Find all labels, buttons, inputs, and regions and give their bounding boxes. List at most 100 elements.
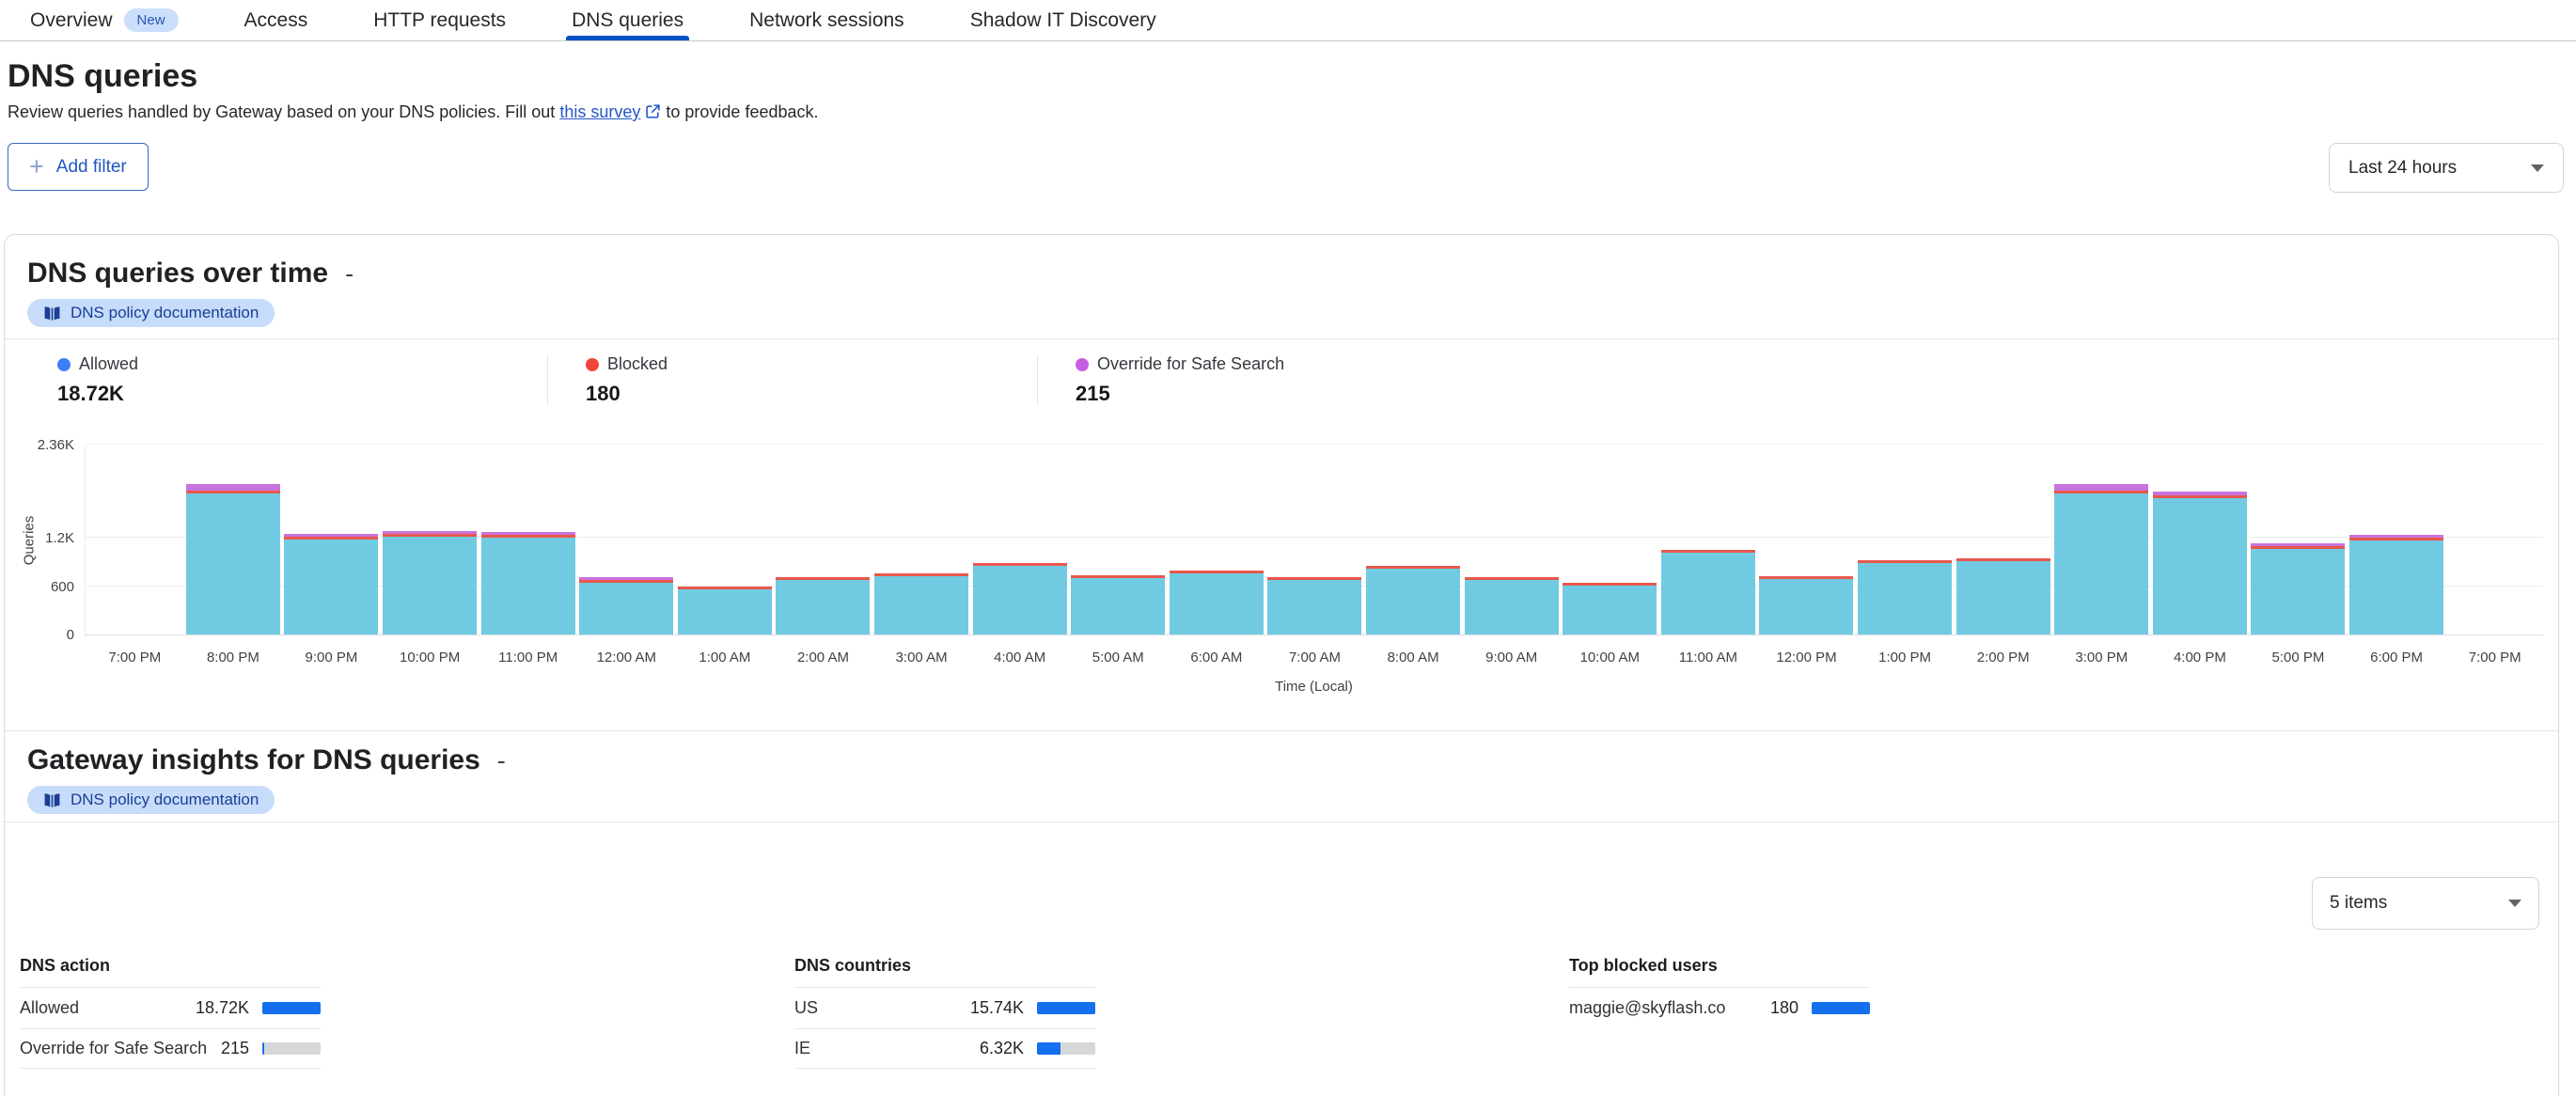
- row-bar: [262, 1042, 321, 1055]
- bar-segment-override: [2251, 543, 2346, 547]
- chevron-down-icon: [2531, 164, 2544, 172]
- bar-segment-blocked: [1071, 575, 1166, 579]
- table-row[interactable]: maggie@skyflash.co 180: [1569, 988, 1870, 1028]
- bar-slot[interactable]: [577, 445, 676, 634]
- bar-segment-allowed: [2349, 540, 2444, 634]
- bar-slot[interactable]: [381, 445, 479, 634]
- bar-slot[interactable]: [2348, 445, 2446, 634]
- row-label: maggie@skyflash.co: [1569, 998, 1726, 1017]
- collapse-toggle[interactable]: -: [345, 258, 354, 288]
- bar-slot[interactable]: [872, 445, 971, 634]
- x-axis-tick: 12:00 PM: [1776, 650, 1837, 665]
- filter-controls: + Add filter Last 24 hours: [8, 143, 2564, 193]
- legend-item-blocked[interactable]: Blocked 180: [547, 354, 1037, 406]
- gridline: [86, 537, 2543, 539]
- table-header: DNS countries: [794, 956, 1095, 988]
- book-icon: [44, 792, 60, 807]
- bar-slot[interactable]: [1069, 445, 1168, 634]
- y-axis-tick: 0: [66, 627, 74, 643]
- tab-access[interactable]: Access: [244, 0, 308, 40]
- bar-segment-allowed: [1267, 579, 1362, 634]
- bar-segment-blocked: [2152, 494, 2247, 498]
- bar-segment-allowed: [1366, 568, 1461, 634]
- x-axis-tick: 4:00 AM: [994, 650, 1046, 665]
- bar-slot[interactable]: [282, 445, 381, 634]
- bar-slot[interactable]: [774, 445, 872, 634]
- bar-slot[interactable]: [1561, 445, 1659, 634]
- bar-slot[interactable]: [1659, 445, 1758, 634]
- bar-slot[interactable]: [1168, 445, 1266, 634]
- bar-segment-blocked: [579, 579, 674, 583]
- bar-segment-override: [2054, 483, 2149, 491]
- collapse-toggle[interactable]: -: [496, 745, 506, 775]
- bar-segment-blocked: [1563, 583, 1657, 587]
- row-bar-fill: [1037, 1002, 1095, 1014]
- table-row[interactable]: US 15.74K: [794, 988, 1095, 1028]
- bar-segment-override: [2349, 534, 2444, 538]
- bar-slot[interactable]: [970, 445, 1069, 634]
- bar-slot[interactable]: [2052, 445, 2151, 634]
- y-axis-tick: 2.36K: [37, 437, 74, 453]
- bar-slot[interactable]: [86, 445, 184, 634]
- survey-link[interactable]: this survey: [559, 102, 641, 121]
- x-axis-tick: 7:00 AM: [1288, 650, 1341, 665]
- bar-slot[interactable]: [2445, 445, 2544, 634]
- stacked-bar: [2251, 543, 2346, 634]
- bar-slot[interactable]: [1364, 445, 1463, 634]
- bar-slot[interactable]: [1757, 445, 1856, 634]
- bar-segment-allowed: [1759, 579, 1854, 634]
- x-axis-tick: 5:00 AM: [1092, 650, 1144, 665]
- tab-bar: Overview New Access HTTP requests DNS querie…: [0, 0, 2576, 41]
- insight-tables: DNS action Allowed 18.72K Override for Safe…: [20, 956, 2558, 1069]
- bar-segment-blocked: [1858, 560, 1953, 564]
- bar-slot[interactable]: [479, 445, 577, 634]
- dns-policy-doc-link[interactable]: DNS policy documentation: [27, 299, 275, 327]
- bar-slot[interactable]: [184, 445, 283, 634]
- bar-slot[interactable]: [2151, 445, 2250, 634]
- time-range-select[interactable]: Last 24 hours: [2329, 143, 2564, 193]
- bar-segment-blocked: [383, 534, 478, 538]
- insights-header: Gateway insights for DNS queries - DNS p…: [5, 731, 2558, 822]
- bar-slot[interactable]: [1462, 445, 1561, 634]
- bar-segment-blocked: [1267, 576, 1362, 580]
- dns-policy-doc-link[interactable]: DNS policy documentation: [27, 786, 275, 814]
- tab-label: Access: [243, 8, 308, 31]
- legend-item-allowed[interactable]: Allowed 18.72K: [57, 354, 547, 406]
- x-axis-tick: 10:00 AM: [1579, 650, 1640, 665]
- stacked-bar: [1956, 558, 2050, 634]
- tab-shadow-it-discovery[interactable]: Shadow IT Discovery: [970, 0, 1156, 40]
- tab-network-sessions[interactable]: Network sessions: [749, 0, 904, 40]
- table-row[interactable]: IE 6.32K: [794, 1028, 1095, 1069]
- bar-slot[interactable]: [1265, 445, 1364, 634]
- doc-badge-label: DNS policy documentation: [71, 304, 259, 321]
- bar-segment-override: [2152, 491, 2247, 495]
- items-count-value: 5 items: [2330, 893, 2388, 913]
- chart-legend: Allowed 18.72K Blocked 180 Override for Safe…: [5, 354, 2558, 406]
- bar-segment-blocked: [1366, 565, 1461, 569]
- x-axis-tick: 1:00 AM: [699, 650, 751, 665]
- table-row[interactable]: Override for Safe Search 215: [20, 1028, 321, 1069]
- bar-segment-blocked: [1660, 550, 1755, 554]
- bar-segment-allowed: [677, 588, 772, 634]
- tab-overview[interactable]: Overview New: [30, 0, 179, 40]
- stacked-bar: [1366, 565, 1461, 634]
- bar-segment-allowed: [1464, 579, 1559, 634]
- tab-dns-queries[interactable]: DNS queries: [566, 0, 690, 40]
- table-row[interactable]: Allowed 18.72K: [20, 988, 321, 1028]
- bar-slot[interactable]: [1856, 445, 1955, 634]
- add-filter-button[interactable]: + Add filter: [8, 143, 149, 191]
- book-icon: [44, 305, 60, 321]
- bar-slot[interactable]: [676, 445, 775, 634]
- x-axis-tick: 3:00 PM: [2075, 650, 2128, 665]
- stacked-bar: [383, 531, 478, 634]
- bar-segment-blocked: [185, 491, 280, 494]
- legend-item-override-for-safe-search[interactable]: Override for Safe Search 215: [1037, 354, 1527, 406]
- row-bar: [1812, 1002, 1870, 1014]
- items-count-select[interactable]: 5 items: [2312, 877, 2539, 930]
- tab-http-requests[interactable]: HTTP requests: [373, 0, 506, 40]
- bar-slot[interactable]: [2249, 445, 2348, 634]
- subtitle-text: Review queries handled by Gateway based …: [8, 102, 556, 121]
- x-axis-tick: 9:00 PM: [305, 650, 358, 665]
- x-axis-title: Time (Local): [1275, 679, 1353, 695]
- bar-slot[interactable]: [1954, 445, 2052, 634]
